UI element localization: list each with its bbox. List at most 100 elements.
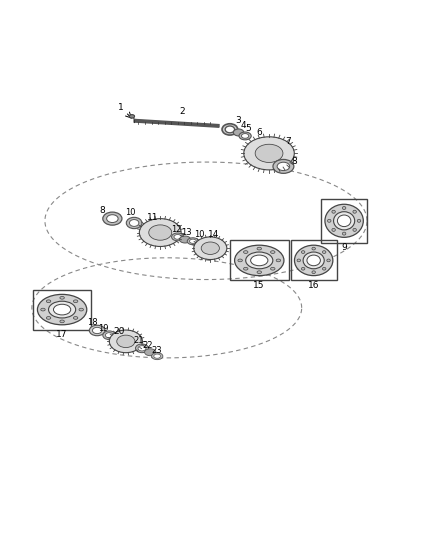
Ellipse shape <box>106 333 113 338</box>
Ellipse shape <box>106 215 118 223</box>
Ellipse shape <box>74 317 78 319</box>
Text: 7: 7 <box>285 136 291 146</box>
Ellipse shape <box>307 255 320 266</box>
Ellipse shape <box>257 247 261 250</box>
Ellipse shape <box>277 162 290 171</box>
Ellipse shape <box>303 252 324 269</box>
Ellipse shape <box>271 268 275 270</box>
Ellipse shape <box>327 259 330 262</box>
Ellipse shape <box>273 159 294 173</box>
Text: 16: 16 <box>308 281 320 290</box>
Ellipse shape <box>194 237 227 260</box>
Ellipse shape <box>244 137 294 170</box>
Ellipse shape <box>130 220 139 227</box>
Ellipse shape <box>37 294 87 325</box>
Ellipse shape <box>154 354 161 358</box>
Ellipse shape <box>46 317 51 319</box>
Ellipse shape <box>357 219 361 222</box>
Ellipse shape <box>301 268 305 270</box>
Ellipse shape <box>312 271 315 273</box>
Ellipse shape <box>225 126 235 133</box>
Ellipse shape <box>301 251 305 253</box>
Ellipse shape <box>117 335 135 348</box>
Ellipse shape <box>233 129 244 136</box>
Ellipse shape <box>138 346 146 351</box>
Ellipse shape <box>41 308 45 311</box>
Text: 4: 4 <box>240 120 246 130</box>
Ellipse shape <box>89 325 105 336</box>
Ellipse shape <box>251 255 268 266</box>
Text: 21: 21 <box>134 336 144 345</box>
Text: 22: 22 <box>143 341 153 350</box>
Text: 15: 15 <box>253 281 265 290</box>
Ellipse shape <box>60 320 64 323</box>
Ellipse shape <box>353 228 357 231</box>
Text: 8: 8 <box>99 206 105 215</box>
Text: 3: 3 <box>236 116 241 125</box>
Text: 13: 13 <box>180 228 191 237</box>
Text: 20: 20 <box>113 327 124 336</box>
Ellipse shape <box>334 212 355 230</box>
Text: 23: 23 <box>152 345 162 354</box>
Ellipse shape <box>152 353 163 360</box>
Ellipse shape <box>241 134 249 138</box>
Ellipse shape <box>172 233 184 241</box>
Text: 9: 9 <box>341 243 347 252</box>
Ellipse shape <box>271 251 275 253</box>
Ellipse shape <box>257 271 261 273</box>
Ellipse shape <box>74 300 78 303</box>
Ellipse shape <box>332 228 336 231</box>
Text: 1: 1 <box>118 103 124 112</box>
Bar <box>230 240 289 280</box>
Bar <box>33 289 92 329</box>
Ellipse shape <box>255 144 283 163</box>
Ellipse shape <box>328 219 331 222</box>
Ellipse shape <box>337 215 351 227</box>
Ellipse shape <box>46 300 51 303</box>
Ellipse shape <box>322 251 326 253</box>
Ellipse shape <box>222 124 238 135</box>
Ellipse shape <box>235 245 284 276</box>
Text: 11: 11 <box>147 213 158 222</box>
Ellipse shape <box>174 235 181 239</box>
Text: 5: 5 <box>246 125 251 133</box>
Ellipse shape <box>332 210 336 213</box>
Text: 17: 17 <box>56 330 67 339</box>
Ellipse shape <box>53 304 71 315</box>
Text: 12: 12 <box>172 224 182 233</box>
Ellipse shape <box>60 296 64 299</box>
Ellipse shape <box>103 331 116 340</box>
Polygon shape <box>134 119 219 127</box>
Ellipse shape <box>343 206 346 209</box>
Ellipse shape <box>246 252 273 269</box>
Ellipse shape <box>103 212 122 225</box>
Ellipse shape <box>126 217 142 229</box>
Ellipse shape <box>49 301 76 318</box>
Ellipse shape <box>325 204 363 237</box>
Text: 18: 18 <box>88 318 98 327</box>
Text: 6: 6 <box>257 128 262 138</box>
Bar <box>321 199 367 243</box>
Ellipse shape <box>244 251 248 253</box>
Ellipse shape <box>201 242 219 254</box>
Ellipse shape <box>297 259 300 262</box>
Ellipse shape <box>244 268 248 270</box>
Ellipse shape <box>139 219 181 246</box>
Text: 10: 10 <box>194 230 205 239</box>
Ellipse shape <box>294 245 333 276</box>
Text: 10: 10 <box>125 208 135 217</box>
Ellipse shape <box>149 225 172 240</box>
Text: 8: 8 <box>291 157 297 166</box>
Ellipse shape <box>343 232 346 235</box>
Ellipse shape <box>312 247 315 250</box>
Ellipse shape <box>145 349 156 356</box>
Ellipse shape <box>187 238 198 245</box>
Text: 2: 2 <box>179 107 185 116</box>
Ellipse shape <box>276 259 281 262</box>
Ellipse shape <box>322 268 326 270</box>
Text: 14: 14 <box>208 230 219 239</box>
Ellipse shape <box>239 132 251 140</box>
Ellipse shape <box>110 330 142 353</box>
Ellipse shape <box>135 344 148 353</box>
Ellipse shape <box>353 210 357 213</box>
